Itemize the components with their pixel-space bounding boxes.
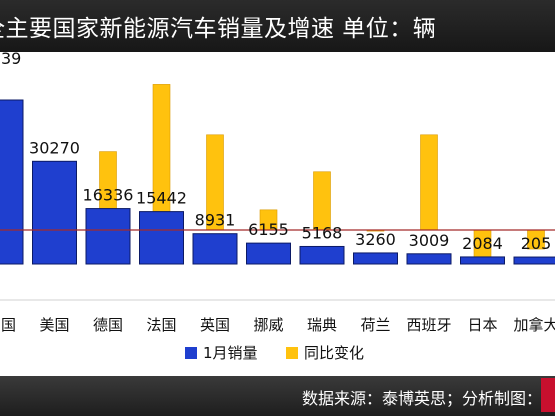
sales-bar [0,99,24,265]
bar-chart: 中国美国德国法国英国挪威瑞典荷兰西班牙日本加拿大 333930270163361… [0,49,555,362]
category-tick-label: 德国 [93,316,123,334]
sales-value-label: 30270 [29,138,80,157]
sales-bar [246,242,291,265]
legend-label-sales: 1月销量 [203,344,258,362]
category-tick-label: 挪威 [253,316,283,334]
legend-swatch-growth [286,347,298,359]
category-tick-label: 日本 [467,316,497,334]
sales-value-label: 2084 [462,234,503,253]
sales-bar [353,252,398,265]
brand-logo [541,378,555,412]
legend: 1月销量 同比变化 [185,344,364,362]
sales-series [0,99,555,265]
chart-area: 中国美国德国法国英国挪威瑞典荷兰西班牙日本加拿大 333930270163361… [0,49,555,372]
category-tick-label: 加拿大 [513,316,555,334]
category-tick-label: 瑞典 [307,316,337,334]
footer-bar: 数据来源：泰博英思；分析制图： [0,376,555,416]
category-tick-label: 法国 [146,316,176,334]
category-tick-label: 荷兰 [360,316,390,334]
category-tick-label: 英国 [200,316,230,334]
category-tick-label: 美国 [39,316,69,334]
sales-value-label: 8931 [195,211,236,230]
sales-bar [513,256,555,265]
sales-value-label: 6155 [248,220,289,239]
sales-bar [32,160,77,265]
sales-value-label: 3260 [355,230,396,249]
sales-value-label: 205 [521,234,552,253]
sales-value-label: 5168 [302,223,343,242]
sales-value-label: 3009 [409,231,450,250]
sales-bar [299,245,345,265]
title-bar: 全主要国家新能源汽车销量及增速 单位：辆 [0,0,555,52]
category-tick-label: 西班牙 [406,316,451,334]
chart-title: 全主要国家新能源汽车销量及增速 单位：辆 [0,16,437,42]
category-tick-label: 中国 [0,316,16,334]
sales-value-label: 16336 [83,186,134,205]
sales-bar [192,233,238,265]
growth-bar [152,84,171,231]
sales-value-label: 15442 [136,189,187,208]
growth-bar [313,171,331,231]
sales-bar [406,253,452,265]
sales-bar [85,208,131,265]
sales-bar [460,256,505,265]
sales-value-label: 3339 [0,52,21,68]
growth-bar [420,134,438,231]
legend-label-growth: 同比变化 [304,344,364,362]
legend-swatch-sales [185,347,197,359]
sales-bar [139,211,184,265]
source-note: 数据来源：泰博英思；分析制图： [302,389,543,408]
